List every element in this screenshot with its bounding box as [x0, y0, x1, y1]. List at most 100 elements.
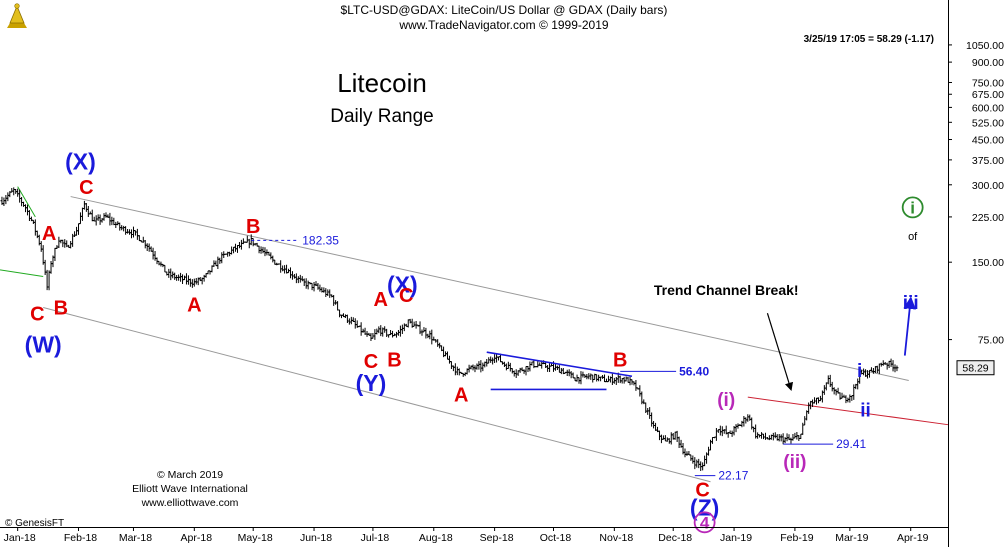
price-bar: [718, 425, 722, 436]
price-bar: [809, 400, 813, 410]
x-tick-label: Dec-18: [658, 532, 692, 544]
price-bar: [467, 364, 471, 373]
chart-header-line2: www.TradeNavigator.com © 1999-2019: [399, 18, 609, 32]
price-bar: [389, 329, 393, 336]
price-bar: [491, 357, 495, 365]
price-bar: [25, 204, 29, 216]
price-bar: [893, 364, 897, 373]
price-bar: [18, 189, 22, 203]
price-bar: [697, 458, 701, 469]
price-bar: [532, 360, 536, 369]
price-bar: [235, 245, 239, 253]
price-bar: [428, 330, 432, 340]
price-bar: [347, 318, 351, 325]
price-bar: [387, 334, 391, 338]
x-tick-label: Jun-18: [300, 532, 332, 544]
price-bar: [204, 273, 208, 278]
circled-wave-label: i: [910, 198, 915, 217]
price-bar: [181, 274, 185, 284]
price-bar: [432, 336, 436, 341]
price-bar: [345, 314, 349, 323]
price-bar: [871, 367, 875, 374]
price-bar: [483, 361, 487, 368]
price-bar: [241, 238, 245, 245]
price-bar: [624, 376, 628, 382]
x-tick-label: Apr-19: [897, 532, 929, 544]
price-bar: [259, 246, 263, 254]
price-bar: [106, 214, 110, 219]
price-bar: [243, 241, 247, 243]
price-bar: [394, 331, 398, 338]
wave-label: (ii): [783, 452, 806, 473]
price-bar: [247, 238, 251, 249]
price-bar: [785, 433, 789, 442]
price-bar: [285, 264, 289, 274]
channel-line-lower: [43, 306, 711, 483]
price-bar: [43, 259, 47, 275]
price-bar: [322, 287, 326, 293]
price-bar: [606, 375, 610, 383]
price-bar: [363, 327, 367, 335]
price-bar: [163, 264, 167, 273]
price-bar: [151, 247, 155, 260]
price-bar: [149, 246, 153, 252]
price-bar: [330, 294, 334, 298]
price-bar: [887, 360, 891, 369]
price-bar: [836, 387, 840, 394]
price-bar: [734, 424, 738, 433]
price-bar: [599, 376, 603, 382]
level-label-22.17: 22.17: [718, 469, 748, 483]
price-bar: [760, 432, 764, 439]
price-bar: [793, 432, 797, 439]
price-bar: [614, 377, 618, 386]
level-label-56.40: 56.40: [679, 364, 709, 378]
price-bar: [707, 446, 711, 456]
price-bar: [481, 362, 485, 372]
wave-label: (X): [387, 272, 418, 298]
price-bar: [324, 288, 328, 298]
price-bar: [47, 270, 51, 291]
price-bar: [769, 434, 773, 440]
price-bar: [4, 194, 8, 205]
price-bar: [571, 372, 575, 379]
price-bar: [88, 211, 92, 215]
price-bar: [593, 373, 597, 381]
price-bar: [369, 332, 373, 342]
price-bar: [230, 246, 234, 255]
price-bar: [304, 278, 308, 289]
price-bar: [789, 437, 793, 444]
price-bar: [92, 216, 96, 222]
price-bar: [328, 289, 332, 298]
price-bar: [167, 268, 171, 278]
price-bar: [744, 417, 748, 424]
price-bar: [410, 318, 414, 328]
y-tick-label: 1050.00: [966, 40, 1004, 52]
price-bar: [371, 333, 375, 339]
wave-label: A: [374, 289, 388, 311]
price-bar: [732, 425, 736, 436]
price-bar: [616, 372, 620, 383]
price-bar: [840, 392, 844, 399]
price-bar: [803, 416, 807, 426]
price-bar: [879, 362, 883, 367]
price-bar: [854, 383, 858, 390]
price-bar: [385, 328, 389, 338]
price-bar: [206, 270, 210, 275]
price-bar: [661, 435, 665, 440]
price-bar: [526, 366, 530, 373]
price-bar: [569, 371, 573, 379]
price-bar: [353, 318, 357, 329]
price-bar: [84, 202, 88, 212]
price-bar: [239, 239, 243, 250]
price-bar: [122, 225, 126, 232]
price-bar: [37, 234, 41, 246]
price-bar: [642, 399, 646, 405]
price-bar: [77, 223, 81, 235]
circled-wave-label-ring: [901, 196, 924, 219]
price-bar: [536, 360, 540, 368]
price-bar: [59, 239, 63, 244]
price-bar: [459, 371, 463, 374]
price-bar: [61, 239, 65, 248]
price-bar: [104, 212, 108, 218]
copyright-company: Elliott Wave International: [132, 483, 248, 495]
